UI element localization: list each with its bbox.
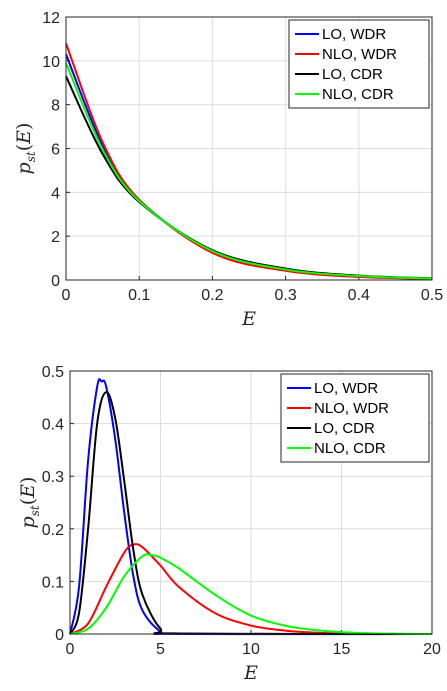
series-line [65,62,433,280]
axes-frame [69,370,433,635]
series-line [69,391,433,636]
legend-label: LO, WDR [322,26,386,43]
y-tick-label: 0.3 [42,469,64,486]
y-axis-label: pst(E) [13,123,38,175]
legend-label: NLO, CDR [314,440,386,457]
x-tick-label: 5 [156,641,165,658]
x-tick-label: 10 [242,641,260,658]
x-tick-label: 0 [66,641,75,658]
x-axis-label: E [243,662,258,684]
axes-frame [65,16,433,281]
y-tick-label: 6 [51,142,60,159]
x-tick-label: 20 [423,641,441,658]
legend-label: NLO, WDR [322,46,397,63]
legend-label: NLO, WDR [314,400,389,417]
x-tick-label: 0.5 [421,287,443,304]
x-tick-label: 0.4 [348,287,370,304]
y-tick-label: 12 [42,10,60,27]
series-line [69,543,433,635]
y-tick-label: 2 [51,229,60,246]
legend-label: LO, CDR [314,420,375,437]
legend-label: LO, CDR [322,66,383,83]
y-tick-label: 0 [55,627,64,644]
y-tick-label: 0.2 [42,522,64,539]
y-axis-label: pst(E) [17,477,42,529]
x-tick-label: 15 [333,641,351,658]
y-tick-label: 0.5 [42,364,64,381]
x-axis-label: E [241,308,256,330]
x-tick-label: 0.1 [128,287,150,304]
x-tick-label: 0 [62,287,71,304]
legend-label: LO, WDR [314,380,378,397]
y-tick-label: 0.4 [42,417,64,434]
x-tick-label: 0.3 [274,287,296,304]
legend-label: NLO, CDR [322,86,394,103]
x-tick-label: 0.2 [201,287,223,304]
y-tick-label: 4 [51,185,60,202]
y-tick-label: 0 [51,273,60,290]
y-tick-label: 10 [42,54,60,71]
series-line [69,553,433,635]
y-tick-label: 0.1 [42,574,64,591]
y-tick-label: 8 [51,98,60,115]
